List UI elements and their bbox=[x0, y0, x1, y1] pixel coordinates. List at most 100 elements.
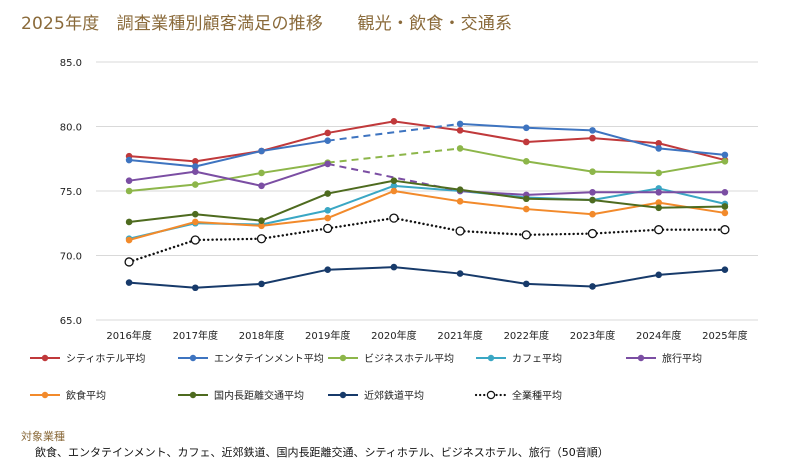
series-line-segment bbox=[194, 170, 263, 187]
data-point bbox=[323, 223, 333, 234]
series-line-segment bbox=[459, 129, 528, 143]
series-lines bbox=[127, 120, 727, 289]
target-industries-list: 飲食、エンタテインメント、カフェ、近郊鉄道、国内長距離交通、シティホテル、ビジネ… bbox=[35, 446, 609, 459]
data-point bbox=[192, 163, 199, 170]
series-line-segment bbox=[128, 183, 197, 192]
data-point bbox=[390, 263, 398, 271]
series-line-segment bbox=[459, 122, 528, 129]
data-point bbox=[655, 169, 662, 177]
data-point bbox=[589, 134, 596, 142]
data-point bbox=[589, 168, 596, 175]
series-line-segment bbox=[525, 282, 594, 288]
series-line-segment bbox=[459, 272, 528, 285]
series-line-segment bbox=[392, 266, 462, 275]
data-point bbox=[125, 187, 133, 195]
data-point bbox=[390, 187, 398, 195]
y-tick-label: 65.0 bbox=[60, 316, 82, 327]
data-point bbox=[390, 182, 398, 190]
data-point bbox=[456, 145, 464, 152]
series-line-segment bbox=[326, 179, 395, 195]
series-line-segment bbox=[525, 232, 594, 237]
data-point bbox=[721, 188, 729, 196]
series-line-segment bbox=[326, 190, 395, 220]
y-tick-label: 80.0 bbox=[60, 123, 82, 134]
data-point bbox=[256, 234, 267, 244]
series-line-segment bbox=[525, 191, 594, 196]
data-point bbox=[589, 127, 596, 134]
data-point bbox=[324, 160, 332, 168]
series-line-segment bbox=[591, 201, 660, 216]
series-line-segment bbox=[194, 237, 263, 242]
x-tick-label: 2024年度 bbox=[636, 329, 681, 342]
series-line-segment bbox=[459, 200, 528, 211]
data-point bbox=[523, 138, 530, 146]
series-line-segment bbox=[392, 179, 462, 191]
data-point bbox=[258, 280, 265, 288]
series-line-segment bbox=[326, 184, 395, 212]
data-point bbox=[324, 190, 332, 197]
series-line-segment bbox=[591, 129, 660, 150]
data-point bbox=[655, 271, 662, 279]
y-tick-label: 70.0 bbox=[60, 252, 82, 263]
series-line-segment bbox=[591, 273, 660, 288]
data-point bbox=[589, 210, 596, 218]
x-tick-label: 2021年度 bbox=[437, 329, 482, 342]
series-line-segment bbox=[591, 228, 660, 235]
series-line-segment bbox=[525, 137, 594, 143]
series-line-segment bbox=[525, 126, 594, 132]
data-point bbox=[125, 177, 133, 184]
series-line-segment bbox=[194, 282, 263, 289]
series-line-segment bbox=[128, 159, 197, 168]
series-line-segment bbox=[128, 155, 197, 163]
data-point bbox=[721, 203, 729, 210]
series-line-segment bbox=[392, 216, 462, 233]
series-line-segment bbox=[392, 120, 462, 132]
data-point bbox=[655, 199, 662, 206]
series-line-segment bbox=[459, 147, 528, 163]
data-point bbox=[523, 280, 530, 288]
chart-title: 2025年度 調査業種別顧客満足の推移 観光・飲食・交通系 bbox=[21, 14, 513, 34]
data-point bbox=[456, 270, 464, 277]
series-line-segment bbox=[128, 220, 197, 242]
series-line-segment bbox=[260, 139, 329, 153]
data-point bbox=[125, 279, 133, 286]
data-point bbox=[721, 209, 729, 217]
data-point bbox=[720, 225, 730, 235]
data-point bbox=[455, 226, 465, 236]
series-line-segment bbox=[591, 187, 660, 202]
series-line-segment bbox=[591, 199, 660, 209]
series-line-segment bbox=[525, 197, 594, 202]
data-point bbox=[192, 181, 199, 188]
series-line-segment bbox=[392, 184, 462, 192]
data-point bbox=[258, 147, 265, 155]
data-point bbox=[192, 210, 199, 218]
series-line-segment bbox=[327, 147, 461, 164]
series-line-segment bbox=[326, 216, 396, 230]
data-point bbox=[192, 218, 199, 226]
data-point bbox=[655, 145, 662, 152]
data-point bbox=[456, 186, 464, 194]
series-line-segment bbox=[260, 131, 329, 153]
data-point bbox=[192, 168, 199, 175]
data-point bbox=[456, 120, 464, 128]
series-line-segment bbox=[260, 209, 329, 226]
x-tick-label: 2025年度 bbox=[702, 329, 747, 342]
series-line-segment bbox=[459, 188, 528, 200]
data-point bbox=[390, 118, 398, 125]
data-point bbox=[192, 284, 199, 292]
series-line-segment bbox=[260, 227, 329, 240]
data-point bbox=[655, 204, 662, 212]
series-line-segment bbox=[194, 213, 263, 222]
series-line-segment bbox=[392, 190, 462, 203]
data-point bbox=[589, 283, 596, 290]
x-tick-label: 2018年度 bbox=[239, 329, 284, 342]
data-point bbox=[523, 205, 530, 213]
x-axis-ticks: 2016年度 2017年度 2018年度 2019年度 2020年度 2021年度 2022… bbox=[106, 329, 747, 342]
data-point bbox=[324, 214, 332, 222]
data-point bbox=[258, 182, 265, 190]
series-line-segment bbox=[525, 208, 594, 216]
data-point bbox=[324, 137, 332, 144]
series-line-segment bbox=[194, 220, 263, 227]
data-point bbox=[124, 257, 134, 267]
